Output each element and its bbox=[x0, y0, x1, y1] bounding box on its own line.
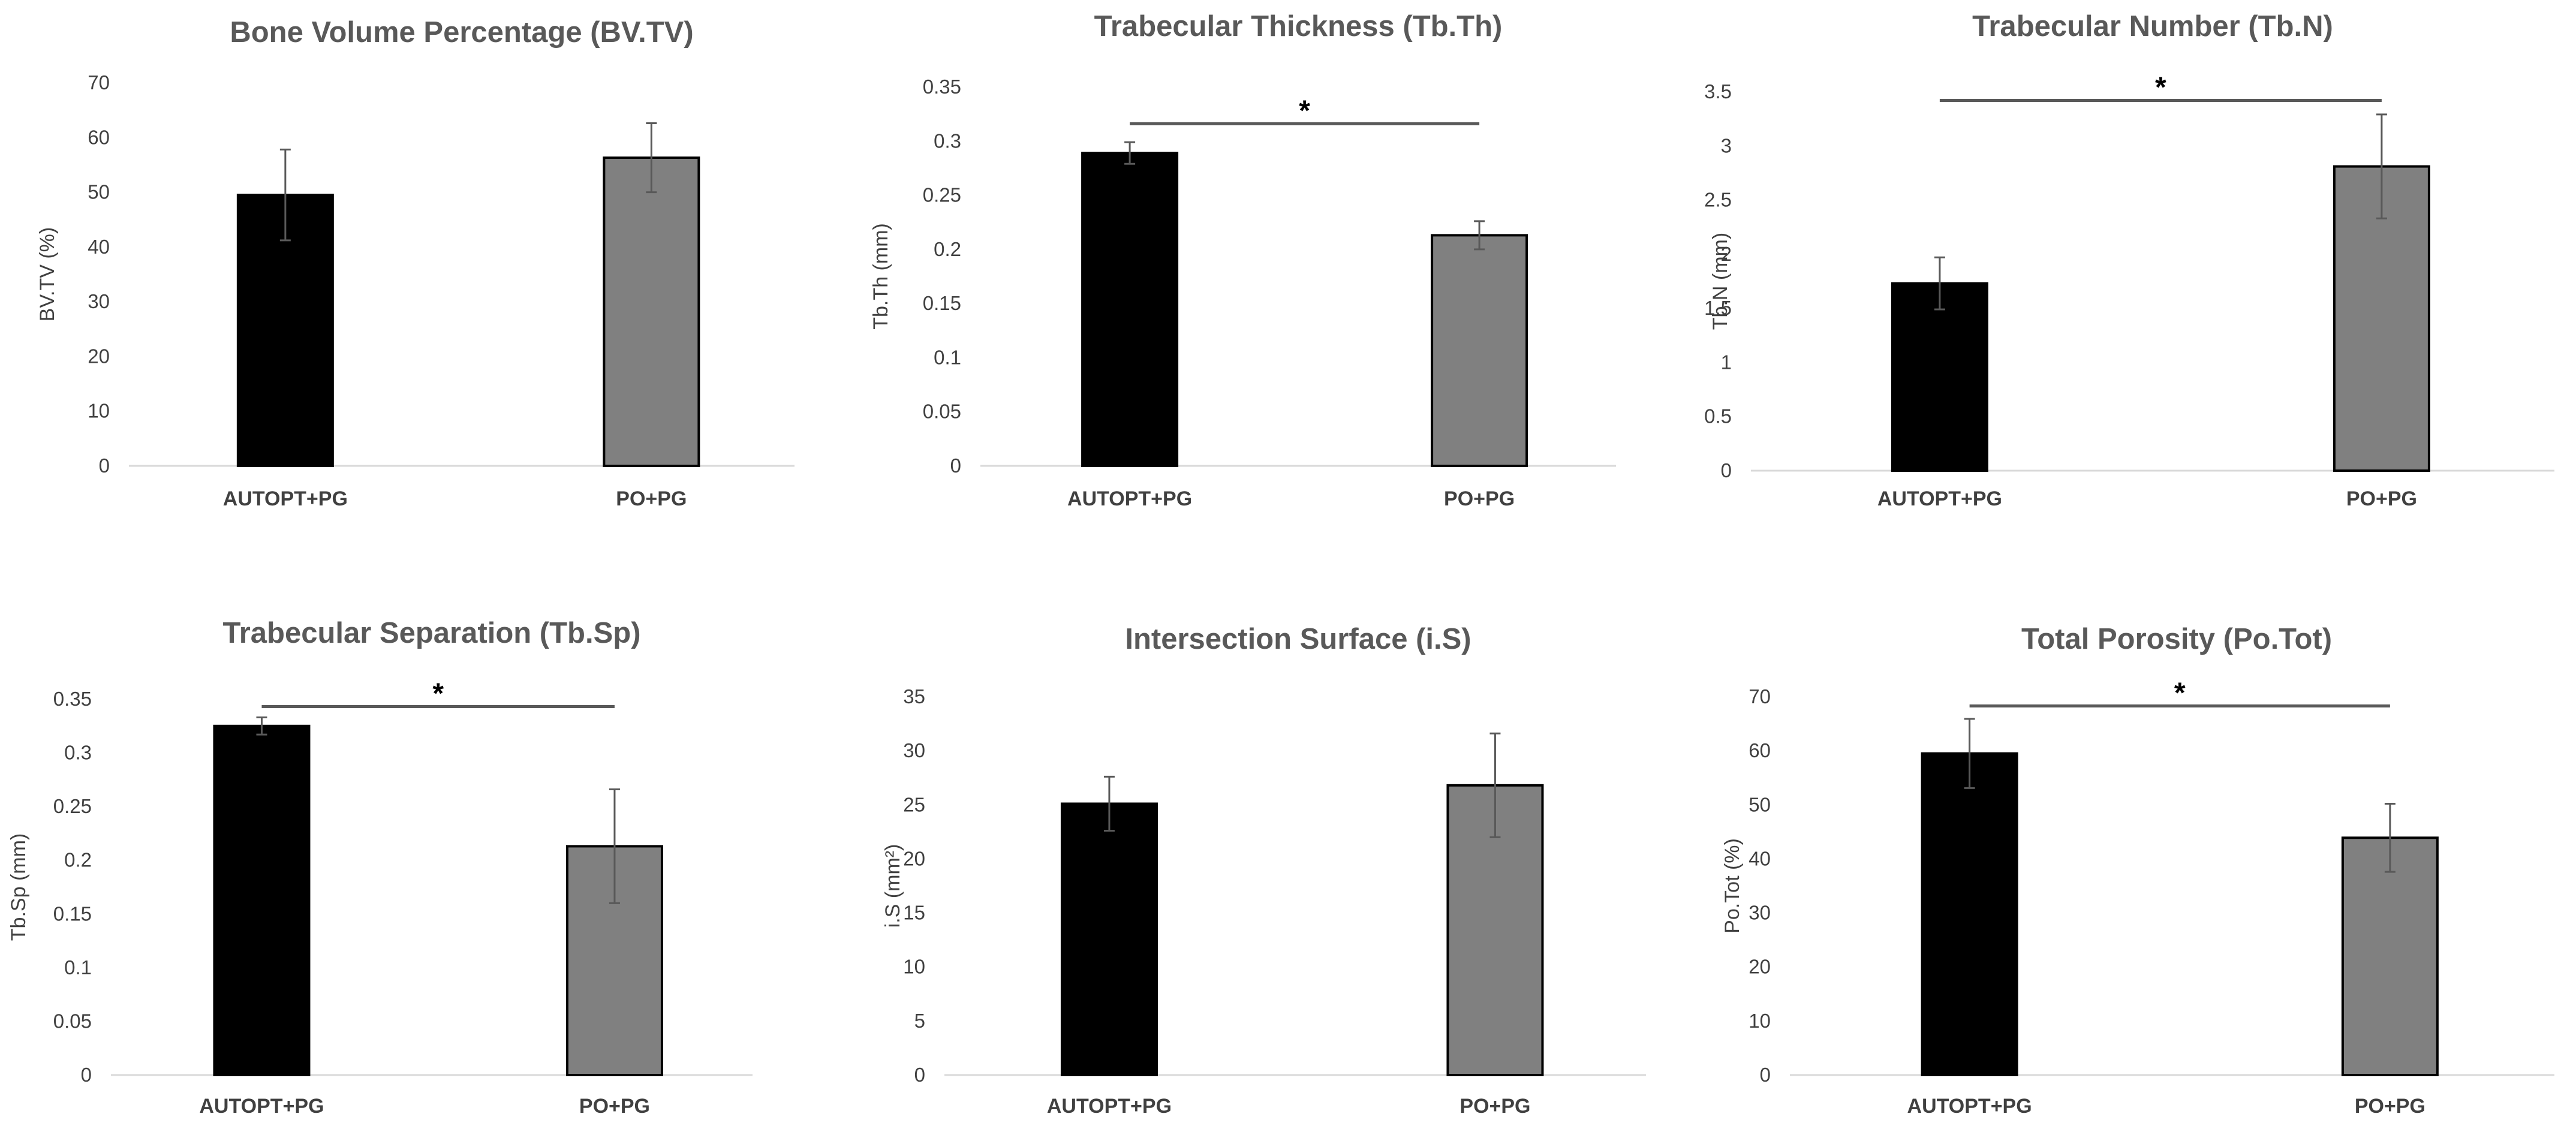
y-tick-label: 2.5 bbox=[1704, 189, 1732, 211]
y-tick-label: 0 bbox=[914, 1064, 925, 1086]
chart-title: Bone Volume Percentage (BV.TV) bbox=[230, 16, 693, 49]
bar-autopt-pg bbox=[1921, 752, 2018, 1076]
y-axis-title: i.S (mm²) bbox=[881, 844, 904, 928]
significance-star: * bbox=[2155, 71, 2166, 103]
y-tick-label: 70 bbox=[88, 71, 110, 94]
x-category-label: AUTOPT+PG bbox=[199, 1095, 324, 1118]
bar-autopt-pg bbox=[1060, 802, 1158, 1077]
bar-autopt-pg bbox=[1081, 152, 1179, 468]
y-tick-label: 0.35 bbox=[53, 688, 92, 710]
y-tick-label: 1 bbox=[1721, 351, 1732, 373]
chart-title: Intersection Surface (i.S) bbox=[1125, 623, 1471, 655]
y-tick-label: 20 bbox=[903, 847, 925, 869]
bar-autopt-pg bbox=[1891, 282, 1988, 472]
y-tick-label: 3.5 bbox=[1704, 80, 1732, 103]
y-tick-label: 0.2 bbox=[64, 849, 92, 871]
y-tick-label: 50 bbox=[1749, 793, 1771, 815]
chart-panel-2: Trabecular Thickness (Tb.Th) Tb.Th (mm) 0 0… bbox=[869, 10, 1616, 510]
y-tick-label: 0.05 bbox=[923, 401, 961, 423]
chart-panel-4: Trabecular Separation (Tb.Sp) Tb.Sp (mm) 0… bbox=[7, 617, 753, 1118]
y-tick-label: 40 bbox=[88, 236, 110, 258]
y-tick-label: 0.2 bbox=[934, 238, 961, 260]
significance-star: * bbox=[2174, 677, 2186, 709]
x-category-label: AUTOPT+PG bbox=[1907, 1095, 2032, 1118]
y-tick-label: 30 bbox=[1749, 902, 1771, 924]
y-axis-title: Tb.N (mm) bbox=[1709, 233, 1732, 330]
x-category-label: AUTOPT+PG bbox=[1877, 487, 2002, 510]
y-tick-label: 0.1 bbox=[934, 346, 961, 368]
chart-panel-3: Trabecular Number (Tb.N) Tb.N (mm) 0 0.5 1 1.… bbox=[1704, 10, 2554, 510]
y-axis-title: BV.TV (%) bbox=[36, 227, 59, 321]
chart-panel-6: Total Porosity (Po.Tot) Po.Tot (%) 0 10 20 30… bbox=[1721, 623, 2554, 1118]
x-category-label: PO+PG bbox=[616, 487, 687, 510]
x-category-label: PO+PG bbox=[2355, 1095, 2425, 1118]
y-tick-label: 60 bbox=[1749, 739, 1771, 761]
chart-panel-5: Intersection Surface (i.S) i.S (mm²) 0 5 10 1… bbox=[881, 623, 1646, 1118]
bar-autopt-pg bbox=[213, 724, 311, 1077]
y-tick-label: 20 bbox=[88, 345, 110, 367]
x-category-label: PO+PG bbox=[579, 1095, 650, 1118]
y-tick-label: 0.3 bbox=[64, 742, 92, 764]
y-tick-label: 0.25 bbox=[923, 184, 961, 206]
y-tick-label: 30 bbox=[88, 290, 110, 312]
bar-po-pg bbox=[2341, 836, 2439, 1076]
y-tick-label: 2 bbox=[1721, 243, 1732, 265]
x-category-label: AUTOPT+PG bbox=[1047, 1095, 1172, 1118]
significance-star: * bbox=[432, 678, 444, 710]
y-tick-label: 10 bbox=[88, 400, 110, 422]
x-category-label: PO+PG bbox=[1459, 1095, 1530, 1118]
y-tick-label: 0 bbox=[99, 454, 110, 477]
y-tick-label: 15 bbox=[903, 902, 925, 924]
significance-star: * bbox=[1299, 95, 1310, 127]
chart-title: Trabecular Thickness (Tb.Th) bbox=[1094, 10, 1503, 43]
y-tick-label: 70 bbox=[1749, 685, 1771, 707]
y-tick-label: 0.25 bbox=[53, 795, 92, 817]
y-tick-label: 10 bbox=[1749, 1010, 1771, 1032]
y-tick-label: 25 bbox=[903, 793, 925, 815]
y-tick-label: 0.15 bbox=[923, 292, 961, 314]
y-tick-label: 0.3 bbox=[934, 130, 961, 152]
y-axis-title: Po.Tot (%) bbox=[1721, 838, 1744, 934]
y-tick-label: 0 bbox=[1760, 1064, 1771, 1086]
y-tick-label: 0.15 bbox=[53, 902, 92, 925]
y-axis-title: Tb.Sp (mm) bbox=[7, 833, 30, 941]
bar-po-pg bbox=[1431, 234, 1528, 467]
y-tick-label: 0.35 bbox=[923, 76, 961, 98]
y-tick-label: 0 bbox=[950, 454, 961, 477]
y-axis-title: Tb.Th (mm) bbox=[869, 223, 892, 330]
y-tick-label: 30 bbox=[903, 739, 925, 761]
y-tick-label: 20 bbox=[1749, 956, 1771, 978]
y-tick-label: 0.5 bbox=[1704, 405, 1732, 427]
chart-title: Trabecular Separation (Tb.Sp) bbox=[222, 617, 640, 649]
y-tick-label: 50 bbox=[88, 181, 110, 203]
x-category-label: PO+PG bbox=[2346, 487, 2417, 510]
x-category-label: AUTOPT+PG bbox=[223, 487, 348, 510]
y-tick-label: 0 bbox=[1721, 459, 1732, 481]
x-category-label: AUTOPT+PG bbox=[1067, 487, 1192, 510]
y-tick-label: 40 bbox=[1749, 847, 1771, 869]
y-tick-label: 10 bbox=[903, 956, 925, 978]
x-category-label: PO+PG bbox=[1444, 487, 1515, 510]
chart-panel-1: Bone Volume Percentage (BV.TV) BV.TV (%) 0… bbox=[36, 16, 795, 510]
y-tick-label: 60 bbox=[88, 126, 110, 148]
y-tick-label: 5 bbox=[914, 1010, 925, 1032]
y-tick-label: 1.5 bbox=[1704, 297, 1732, 319]
y-tick-label: 0.1 bbox=[64, 956, 92, 979]
y-tick-label: 0.05 bbox=[53, 1010, 92, 1032]
y-tick-label: 0 bbox=[81, 1064, 92, 1086]
y-tick-label: 35 bbox=[903, 685, 925, 707]
chart-title: Total Porosity (Po.Tot) bbox=[2021, 623, 2332, 655]
chart-title: Trabecular Number (Tb.N) bbox=[1972, 10, 2333, 43]
bar-po-pg bbox=[603, 156, 700, 468]
y-tick-label: 3 bbox=[1721, 134, 1732, 156]
